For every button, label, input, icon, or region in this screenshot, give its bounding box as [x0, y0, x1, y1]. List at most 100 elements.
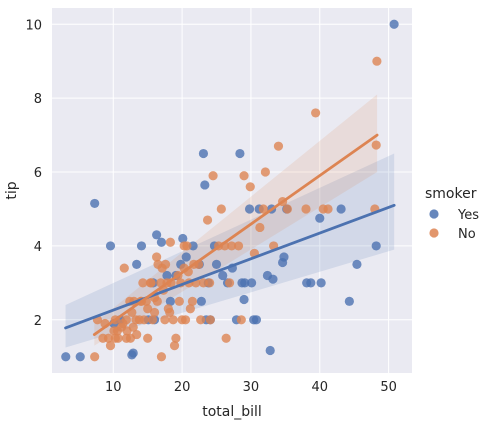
- data-point-no: [372, 56, 382, 66]
- data-point-no: [221, 333, 231, 343]
- data-point-yes: [336, 204, 346, 214]
- data-point-yes: [196, 296, 206, 306]
- data-point-yes: [200, 180, 210, 190]
- data-point-no: [147, 315, 158, 325]
- x-tick-label: 10: [105, 380, 122, 395]
- data-point-no: [138, 278, 148, 288]
- data-point-no: [139, 315, 149, 325]
- data-point-yes: [247, 278, 257, 288]
- data-point-yes: [75, 352, 85, 362]
- data-point-yes: [178, 233, 188, 244]
- data-point-no: [171, 333, 181, 343]
- data-point-yes: [239, 294, 249, 305]
- data-point-no: [239, 171, 249, 181]
- legend: smoker Yes No: [425, 186, 479, 242]
- data-point-yes: [352, 259, 362, 269]
- data-point-no: [119, 263, 129, 273]
- data-point-no: [149, 307, 160, 318]
- data-point-no: [90, 352, 100, 362]
- data-point-yes: [181, 252, 191, 262]
- data-point-no: [187, 296, 198, 306]
- legend-label-no: No: [458, 227, 476, 242]
- data-point-yes: [240, 278, 250, 288]
- x-tick-label: 50: [380, 380, 397, 395]
- y-tick-label: 8: [34, 92, 42, 107]
- y-tick-label: 6: [34, 166, 42, 181]
- data-point-yes: [316, 278, 326, 288]
- data-point-no: [121, 315, 131, 325]
- data-point-no: [103, 333, 114, 343]
- data-point-no: [371, 140, 381, 150]
- data-point-no: [258, 204, 268, 214]
- data-point-yes: [105, 241, 116, 251]
- data-point-yes: [268, 274, 278, 284]
- data-point-yes: [152, 230, 162, 240]
- data-point-no: [156, 352, 167, 362]
- data-point-no: [233, 241, 244, 251]
- data-point-no: [273, 141, 284, 151]
- data-point-yes: [162, 270, 172, 281]
- data-point-yes: [344, 296, 354, 306]
- data-point-no: [121, 333, 131, 343]
- data-point-yes: [389, 19, 399, 29]
- legend-marker-no: [429, 228, 439, 238]
- data-point-no: [146, 278, 156, 288]
- data-point-no: [185, 304, 195, 314]
- data-point-no: [196, 315, 206, 325]
- data-point-no: [208, 171, 218, 181]
- data-point-yes: [128, 348, 138, 358]
- legend-label-yes: Yes: [457, 208, 479, 223]
- data-point-yes: [132, 259, 142, 269]
- data-point-no: [152, 252, 162, 262]
- data-point-yes: [90, 198, 100, 209]
- x-tick-label: 30: [243, 380, 260, 395]
- y-axis-label: tip: [4, 181, 20, 199]
- data-point-yes: [156, 237, 167, 247]
- data-point-yes: [265, 345, 275, 356]
- data-point-yes: [218, 270, 228, 281]
- data-point-yes: [136, 241, 147, 251]
- data-point-no: [282, 204, 293, 214]
- data-point-no: [105, 341, 116, 351]
- regression-line-no: [92, 133, 379, 336]
- x-tick-label: 40: [311, 380, 328, 395]
- data-point-no: [143, 304, 153, 314]
- legend-title: smoker: [425, 186, 477, 202]
- regression-line-yes: [64, 203, 396, 330]
- data-point-no: [165, 307, 175, 318]
- data-point-yes: [235, 148, 245, 159]
- data-point-no: [160, 259, 171, 269]
- data-point-yes: [61, 352, 71, 362]
- data-point-no: [205, 278, 215, 288]
- data-point-no: [236, 315, 246, 325]
- data-point-no: [318, 204, 328, 214]
- data-point-no: [128, 322, 138, 332]
- data-point-no: [168, 315, 178, 325]
- data-point-no: [205, 315, 215, 325]
- y-tick-label: 10: [25, 18, 42, 33]
- data-point-no: [165, 237, 175, 247]
- plot-background: [52, 8, 412, 373]
- data-point-no: [143, 333, 153, 343]
- data-point-yes: [198, 148, 209, 159]
- data-point-no: [152, 296, 162, 306]
- data-point-no: [202, 215, 213, 225]
- data-point-yes: [244, 204, 255, 214]
- data-point-no: [245, 182, 255, 192]
- data-point-no: [169, 341, 180, 351]
- data-point-yes: [315, 213, 325, 223]
- x-tick-label: 20: [174, 380, 191, 395]
- data-point-no: [260, 167, 270, 177]
- data-point-yes: [211, 259, 222, 269]
- legend-marker-yes: [429, 209, 439, 219]
- data-point-yes: [371, 241, 381, 251]
- data-point-no: [132, 329, 142, 340]
- data-point-no: [179, 241, 189, 251]
- data-point-no: [311, 108, 321, 118]
- data-point-no: [216, 204, 226, 214]
- x-axis-ticks: 10 20 30 40 50: [105, 380, 397, 395]
- y-tick-label: 4: [34, 240, 42, 255]
- data-point-no: [180, 315, 191, 325]
- data-point-yes: [306, 278, 316, 288]
